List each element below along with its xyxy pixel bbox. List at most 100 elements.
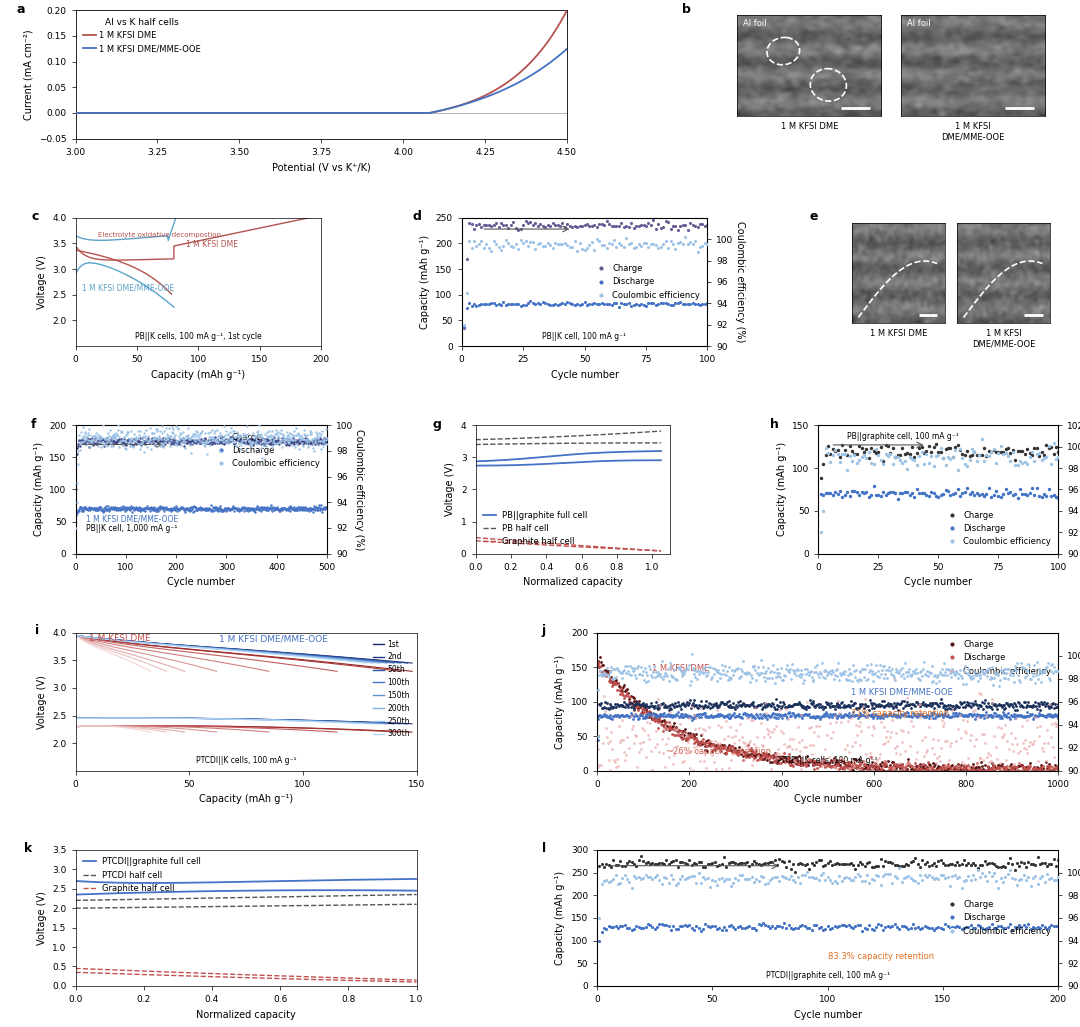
Point bbox=[822, 920, 839, 937]
Point bbox=[868, 696, 886, 713]
Point bbox=[891, 664, 908, 681]
Point bbox=[946, 705, 963, 721]
Point bbox=[147, 500, 164, 517]
Point bbox=[312, 433, 329, 450]
Point bbox=[299, 501, 316, 518]
Point bbox=[663, 725, 680, 741]
Point bbox=[968, 696, 985, 713]
Point bbox=[456, 320, 473, 337]
Point bbox=[926, 762, 943, 778]
Point bbox=[683, 743, 700, 759]
Point bbox=[730, 732, 747, 749]
Point bbox=[754, 659, 771, 676]
Point bbox=[862, 749, 879, 765]
Point bbox=[822, 757, 839, 773]
Point bbox=[633, 695, 650, 712]
Point bbox=[178, 427, 195, 444]
Point bbox=[839, 713, 856, 729]
Point bbox=[887, 485, 904, 501]
Point bbox=[741, 858, 758, 874]
Point bbox=[750, 696, 767, 713]
Point bbox=[198, 432, 215, 449]
Point bbox=[755, 751, 772, 767]
Point bbox=[914, 761, 931, 777]
Point bbox=[568, 296, 585, 312]
Point bbox=[792, 854, 809, 871]
Point bbox=[68, 503, 85, 520]
Point bbox=[82, 432, 99, 449]
Point bbox=[137, 429, 154, 446]
Point bbox=[808, 754, 825, 770]
Point bbox=[937, 698, 955, 715]
Point bbox=[591, 696, 608, 713]
Point bbox=[955, 712, 972, 728]
Point bbox=[929, 750, 946, 766]
Point bbox=[901, 696, 918, 713]
Point bbox=[175, 499, 192, 516]
Point bbox=[752, 772, 769, 789]
Point bbox=[885, 699, 902, 716]
Point bbox=[744, 709, 761, 725]
Point bbox=[301, 423, 319, 440]
Point bbox=[301, 426, 319, 443]
Point bbox=[680, 868, 698, 884]
Point bbox=[891, 755, 908, 771]
Point bbox=[715, 696, 732, 713]
Point bbox=[891, 858, 908, 874]
Point bbox=[825, 671, 842, 687]
Point bbox=[836, 699, 853, 716]
Point bbox=[1015, 739, 1032, 756]
Point bbox=[953, 762, 970, 778]
Point bbox=[1004, 759, 1022, 775]
Point bbox=[865, 710, 882, 726]
Point bbox=[662, 716, 679, 732]
Point bbox=[836, 706, 853, 722]
Point bbox=[909, 855, 927, 872]
Point bbox=[1015, 762, 1032, 778]
Point bbox=[83, 500, 100, 517]
Point bbox=[681, 725, 699, 741]
Point bbox=[856, 873, 874, 889]
Point bbox=[667, 697, 685, 714]
Point bbox=[318, 421, 335, 438]
Point bbox=[539, 235, 556, 252]
Point bbox=[495, 217, 512, 233]
Point bbox=[522, 294, 539, 310]
Point bbox=[995, 858, 1012, 874]
Point bbox=[841, 697, 859, 714]
Point bbox=[613, 697, 631, 714]
Point bbox=[148, 432, 165, 449]
Point bbox=[214, 501, 231, 518]
Point bbox=[683, 727, 700, 744]
Point bbox=[620, 709, 637, 725]
Point bbox=[804, 709, 821, 725]
Point bbox=[1004, 487, 1022, 503]
Point bbox=[202, 436, 219, 453]
Point bbox=[873, 851, 890, 868]
Point bbox=[644, 670, 661, 686]
Point bbox=[207, 430, 225, 447]
Point bbox=[859, 761, 876, 777]
Point bbox=[758, 662, 775, 679]
Point bbox=[127, 498, 145, 515]
Point bbox=[82, 431, 99, 448]
Point bbox=[67, 482, 84, 498]
Point bbox=[734, 695, 752, 712]
Point bbox=[213, 432, 230, 449]
Point bbox=[607, 867, 624, 883]
Point bbox=[251, 427, 268, 444]
Point bbox=[293, 432, 310, 449]
Point bbox=[566, 219, 583, 235]
Point bbox=[227, 500, 244, 517]
Point bbox=[762, 749, 780, 765]
Point bbox=[258, 431, 275, 448]
Point bbox=[981, 864, 998, 880]
Point bbox=[853, 755, 870, 771]
Point bbox=[616, 219, 633, 235]
Point bbox=[99, 425, 117, 442]
Point bbox=[895, 670, 913, 686]
Point bbox=[117, 440, 134, 456]
Point bbox=[105, 426, 122, 443]
Point bbox=[630, 218, 647, 234]
Point bbox=[835, 697, 852, 714]
